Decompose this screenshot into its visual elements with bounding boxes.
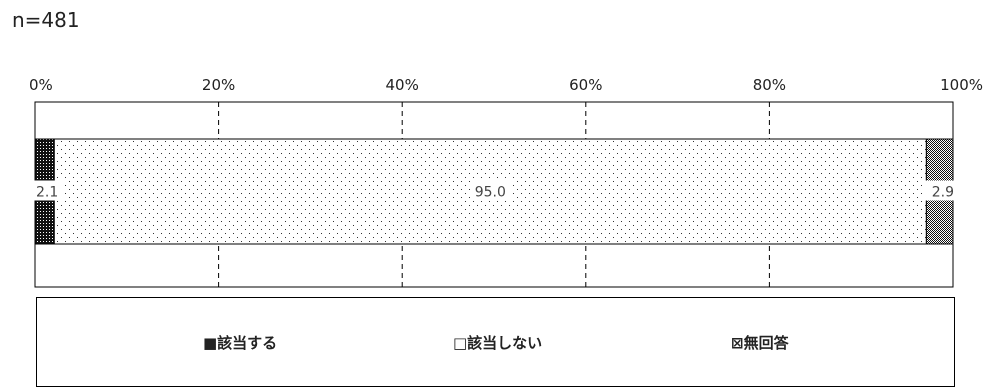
x-tick-label: 20%: [202, 76, 235, 94]
legend-item-not-applicable: □該当しない: [453, 334, 543, 352]
legend-item-no-answer: ⊠無回答: [731, 334, 789, 352]
x-tick-label: 0%: [29, 76, 53, 94]
data-label-background: [925, 180, 956, 201]
data-label-not-applicable: 95.0: [475, 185, 506, 201]
x-tick-label: 60%: [569, 76, 602, 94]
data-label-background: [470, 180, 511, 201]
data-label-background: [34, 180, 65, 201]
stacked-bar-chart: 0% 20% 40% 60% 80% 100% 2.1 95.0 2.9: [29, 76, 983, 288]
x-tick-label: 40%: [386, 76, 419, 94]
legend-item-applicable: ■該当する: [203, 334, 278, 352]
data-label-no-answer: 2.9: [932, 185, 954, 201]
data-label-applicable: 2.1: [36, 185, 58, 201]
x-tick-label: 80%: [753, 76, 786, 94]
x-tick-label: 100%: [940, 76, 983, 94]
legend: ■該当する □該当しない ⊠無回答: [36, 297, 955, 387]
sample-size-label: n=481: [12, 8, 80, 32]
